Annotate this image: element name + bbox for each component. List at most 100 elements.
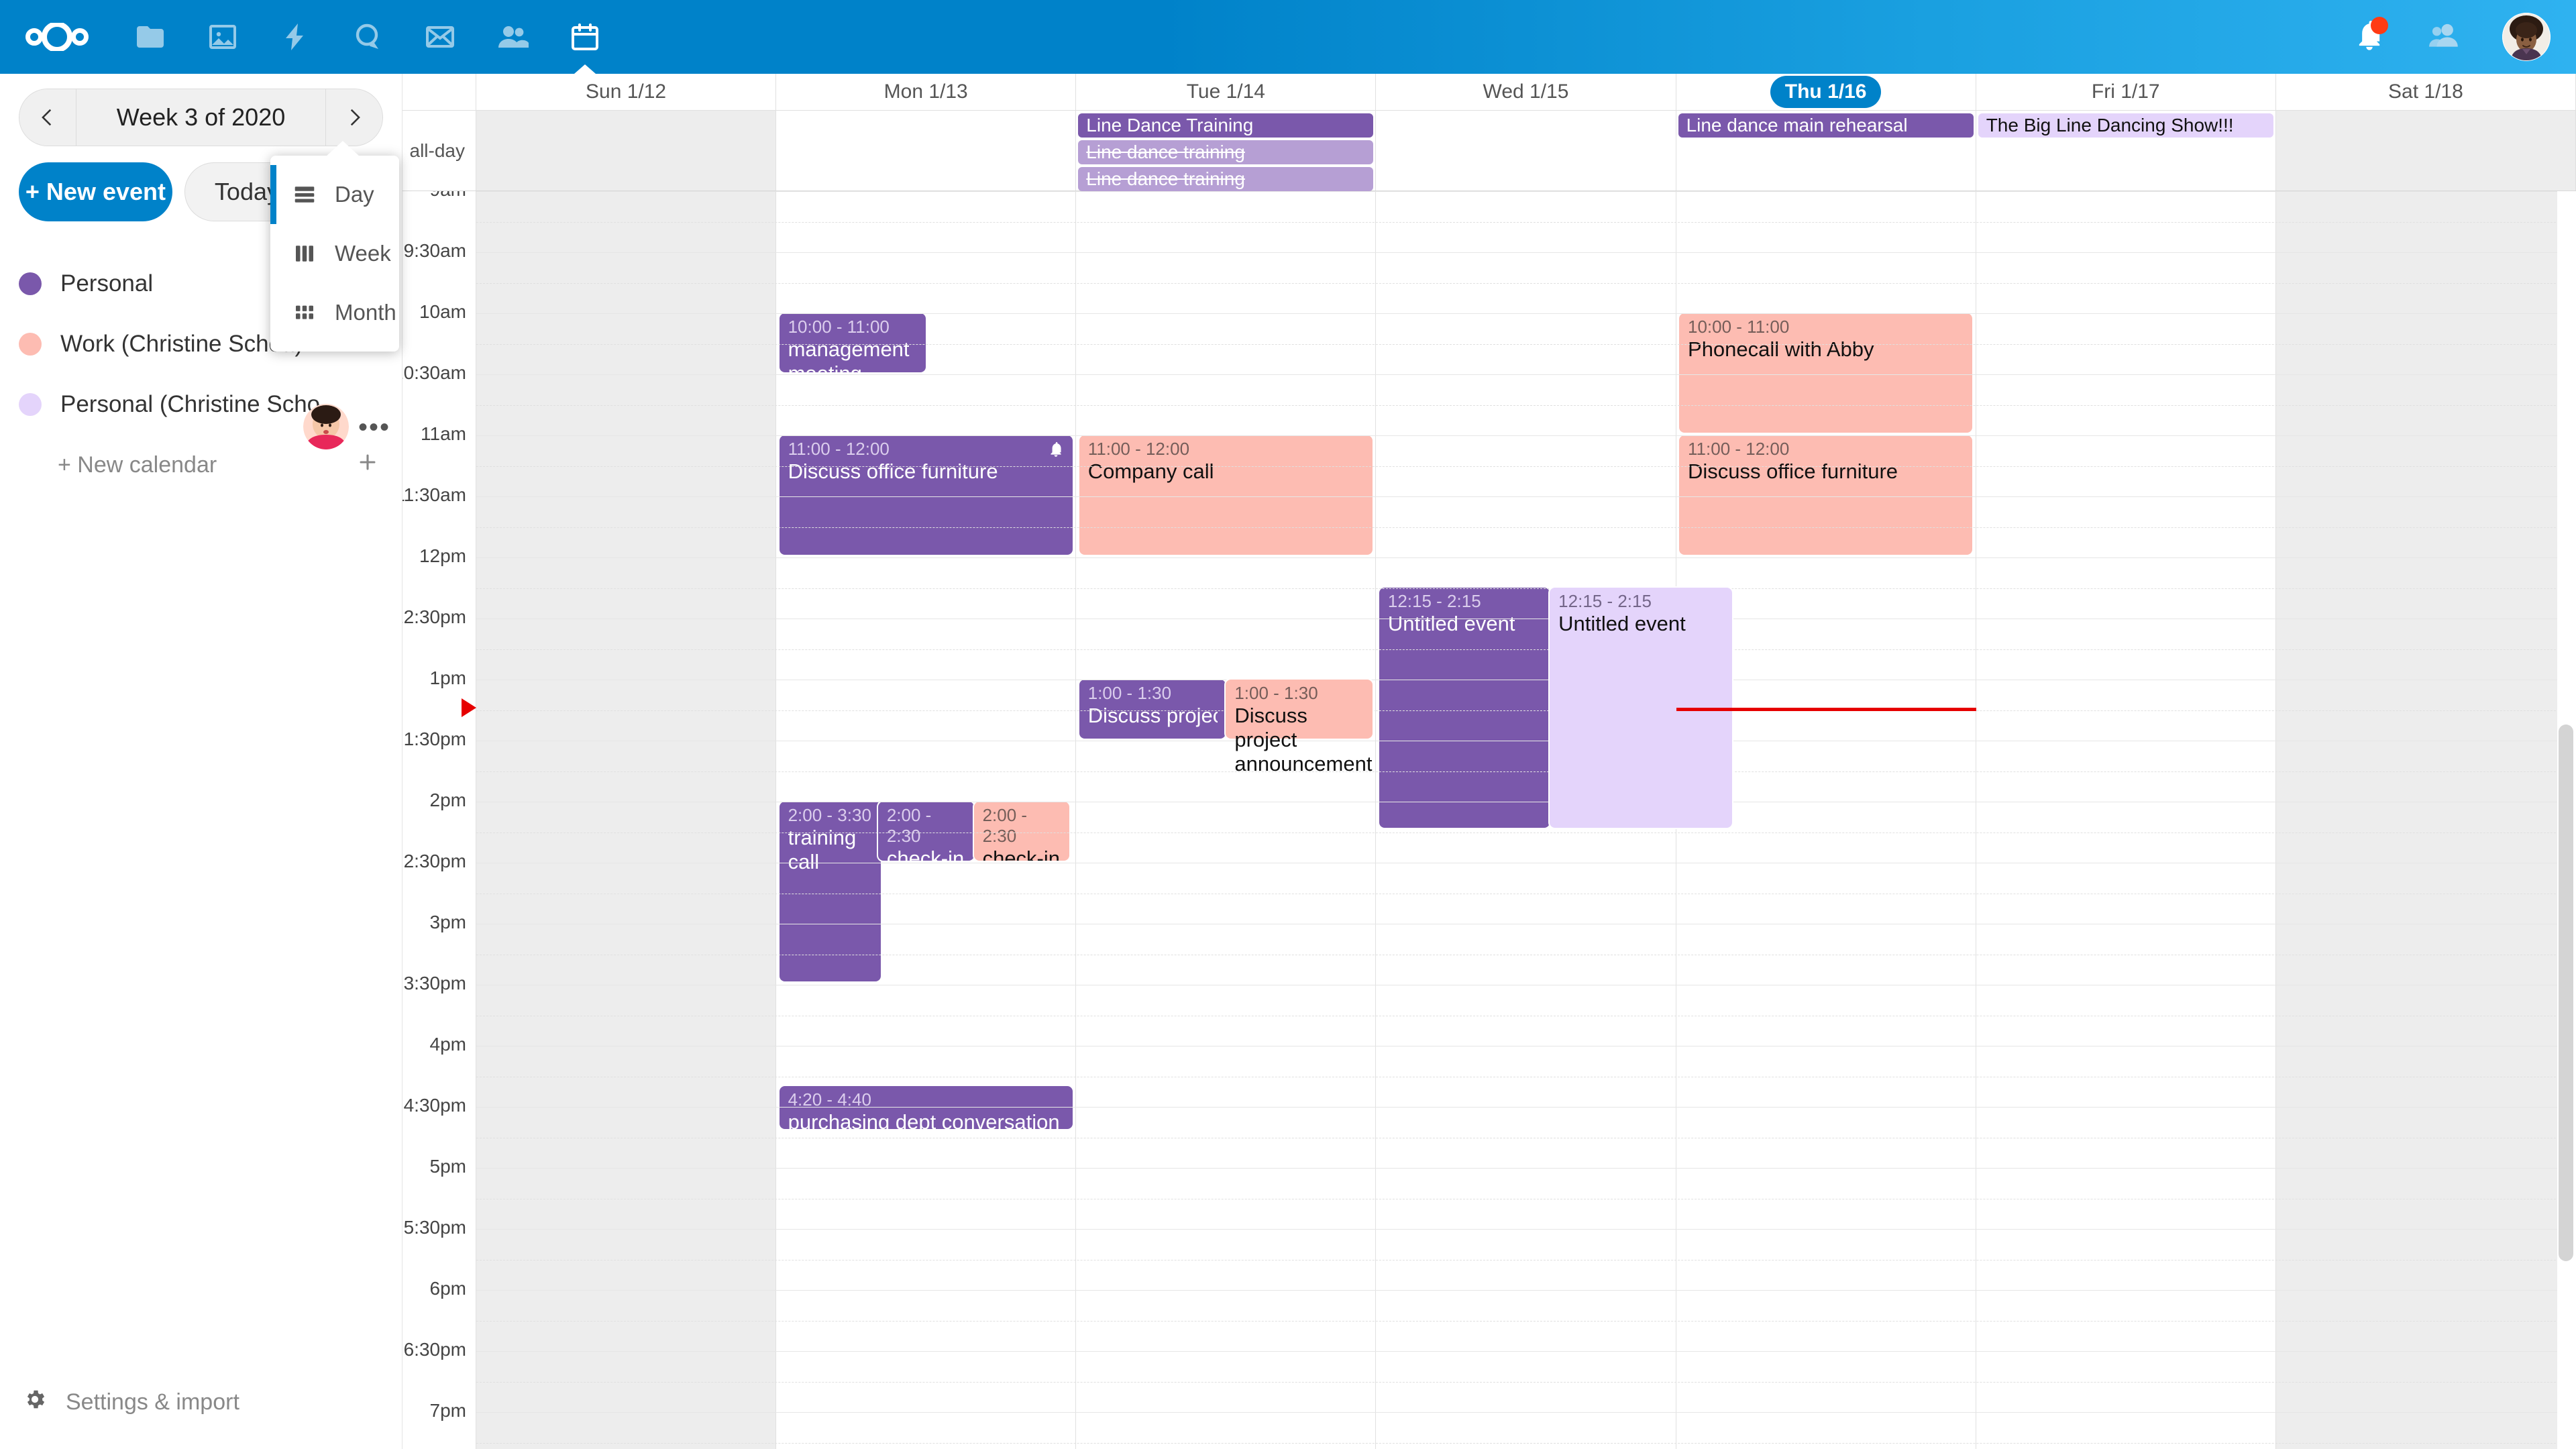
event-time: 1:00 - 1:30 xyxy=(1087,683,1172,703)
time-label: 12pm xyxy=(419,545,466,566)
day-header-mon[interactable]: Mon 1/13 xyxy=(776,74,1077,110)
calendar-name: Personal (Christine Scho... xyxy=(60,391,340,417)
all-day-cell-sat[interactable] xyxy=(2275,111,2576,191)
event-discuss-office-furniture-mon[interactable]: 11:00 - 12:00 Discuss office furniture xyxy=(779,435,1073,555)
day-column-sun[interactable] xyxy=(476,191,777,1449)
time-label: 4:30pm xyxy=(403,1095,466,1116)
day-column-wed[interactable]: 12:15 - 2:15 Untitled event 12:15 - 2:15… xyxy=(1376,191,1733,1449)
event-untitled-purple[interactable]: 12:15 - 2:15 Untitled event xyxy=(1379,588,1550,828)
day-column-fri[interactable] xyxy=(1976,191,2276,1449)
time-label: 2:30pm xyxy=(403,851,466,871)
app-icon-contacts[interactable] xyxy=(476,0,549,74)
event-check-in-purple[interactable]: 2:00 - 2:30 check-in xyxy=(877,802,974,861)
chevron-left-icon[interactable] xyxy=(19,89,76,146)
contacts-menu-button[interactable] xyxy=(2426,19,2463,56)
event-check-in-pink[interactable]: 2:00 - 2:30 check-in xyxy=(973,802,1070,861)
all-day-cell-sun[interactable] xyxy=(476,111,777,191)
event-time: 2:00 - 2:30 xyxy=(886,805,932,846)
day-column-thu[interactable]: 10:00 - 11:00 Phonecall with Abby 11:00 … xyxy=(1676,191,1976,1449)
current-time-line xyxy=(1676,708,1976,711)
event-discuss-project-announcement-purple[interactable]: 1:00 - 1:30 Discuss project announcement xyxy=(1079,680,1226,739)
event-time: 11:00 - 12:00 xyxy=(788,439,890,459)
all-day-cell-thu[interactable]: Line dance main rehearsal xyxy=(1676,111,1976,191)
event-time: 1:00 - 1:30 xyxy=(1234,683,1318,703)
event-company-call[interactable]: 11:00 - 12:00 Company call xyxy=(1079,435,1373,555)
time-label: 1:30pm xyxy=(403,729,466,749)
event-title: Discuss office furniture xyxy=(788,460,998,483)
event-title: training call xyxy=(788,826,857,873)
day-header-sat[interactable]: Sat 1/18 xyxy=(2276,74,2576,110)
notifications-button[interactable] xyxy=(2352,17,2388,56)
event-training-call[interactable]: 2:00 - 3:30 training call xyxy=(779,802,881,981)
event-discuss-project-announcement-pink[interactable]: 1:00 - 1:30 Discuss project announcement xyxy=(1226,680,1373,775)
time-label: 3:30pm xyxy=(403,973,466,994)
all-day-cell-wed[interactable] xyxy=(1376,111,1676,191)
all-day-event-title: Line dance training xyxy=(1086,168,1245,189)
app-icon-calendar[interactable] xyxy=(549,0,621,74)
all-day-cell-fri[interactable]: The Big Line Dancing Show!!! xyxy=(1976,111,2276,191)
app-icon-activity[interactable] xyxy=(259,0,331,74)
view-menu-label-week: Week xyxy=(335,241,391,266)
gear-icon xyxy=(23,1387,47,1417)
event-phonecall-with-abby[interactable]: 10:00 - 11:00 Phonecall with Abby xyxy=(1679,313,1973,433)
all-day-cell-mon[interactable] xyxy=(776,111,1077,191)
view-menu-item-week[interactable]: Week xyxy=(270,224,399,283)
day-column-sat[interactable] xyxy=(2275,191,2576,1449)
calendar-item-work[interactable]: Work (Christine Schott) xyxy=(0,314,402,374)
event-discuss-office-furniture-thu[interactable]: 11:00 - 12:00 Discuss office furniture xyxy=(1679,435,1973,555)
new-event-button[interactable]: + New event xyxy=(19,162,172,221)
all-day-event-cancelled[interactable]: Line dance training xyxy=(1078,140,1374,164)
plus-icon xyxy=(356,451,379,480)
event-title: Untitled event xyxy=(1558,612,1686,635)
all-day-label: all-day xyxy=(402,111,476,191)
event-purchasing-dept-conversation[interactable]: 4:20 - 4:40 purchasing dept conversation xyxy=(779,1086,1073,1129)
calendar-actions-menu-icon[interactable]: ••• xyxy=(358,413,391,442)
all-day-event[interactable]: The Big Line Dancing Show!!! xyxy=(1978,113,2273,138)
view-menu-item-day[interactable]: Day xyxy=(270,165,399,224)
day-header-sun[interactable]: Sun 1/12 xyxy=(476,74,777,110)
day-column-tue[interactable]: 11:00 - 12:00 Company call 1:00 - 1:30 D… xyxy=(1076,191,1377,1449)
app-icon-mail[interactable] xyxy=(404,0,476,74)
week-label[interactable]: Week 3 of 2020 xyxy=(76,89,326,146)
all-day-event[interactable]: Line dance main rehearsal xyxy=(1678,113,1974,138)
all-day-cell-tue[interactable]: Line Dance Training Line dance training … xyxy=(1076,111,1377,191)
app-icon-photos[interactable] xyxy=(186,0,259,74)
calendar-item-personal[interactable]: Personal xyxy=(0,254,402,314)
all-day-event-title: Line dance main rehearsal xyxy=(1686,115,1908,136)
alarm-bell-icon xyxy=(1047,441,1065,462)
time-label: 4pm xyxy=(429,1034,466,1055)
month-view-icon xyxy=(293,304,316,321)
chevron-right-icon[interactable] xyxy=(326,89,382,146)
scrollbar-thumb[interactable] xyxy=(2559,724,2573,1261)
nextcloud-logo[interactable] xyxy=(0,23,114,51)
event-time: 12:15 - 2:15 xyxy=(1558,591,1652,611)
calendar-item-personal-shared[interactable]: Personal (Christine Scho... xyxy=(0,374,402,435)
user-avatar[interactable] xyxy=(2502,13,2551,61)
day-header-tue[interactable]: Tue 1/14 xyxy=(1076,74,1377,110)
settings-and-import-button[interactable]: Settings & import xyxy=(0,1374,402,1430)
all-day-event[interactable]: Line Dance Training xyxy=(1078,113,1374,138)
view-menu-item-month[interactable]: Month xyxy=(270,283,399,342)
vertical-scrollbar[interactable] xyxy=(2557,191,2576,1449)
new-calendar-button[interactable]: + New calendar xyxy=(0,435,402,495)
new-calendar-label: + New calendar xyxy=(58,451,217,478)
day-header-label: Fri 1/17 xyxy=(2091,80,2160,103)
time-label: 10am xyxy=(419,301,466,322)
all-day-event-title: Line dance training xyxy=(1086,142,1245,162)
calendar-color-dot xyxy=(19,333,42,356)
day-header-fri[interactable]: Fri 1/17 xyxy=(1976,74,2276,110)
day-header-label: Wed 1/15 xyxy=(1483,80,1569,103)
app-icon-files[interactable] xyxy=(114,0,186,74)
event-management-meeting[interactable]: 10:00 - 11:00 management meeting xyxy=(779,313,926,372)
view-menu-label-day: Day xyxy=(335,182,374,207)
event-title: management meeting xyxy=(788,337,910,372)
all-day-event-cancelled[interactable]: Line dance training xyxy=(1078,167,1374,191)
day-header-wed[interactable]: Wed 1/15 xyxy=(1376,74,1676,110)
time-label: 5pm xyxy=(429,1156,466,1177)
view-dropdown-menu: Day Week Mo xyxy=(270,141,399,352)
day-column-mon[interactable]: 10:00 - 11:00 management meeting 11:00 -… xyxy=(776,191,1077,1449)
day-header-thu[interactable]: Thu 1/16 xyxy=(1676,74,1976,110)
time-grid-scroll-area[interactable]: 9am 9:30am 10am 10:30am 11am 11:30am 12p… xyxy=(402,191,2576,1449)
app-icon-talk[interactable] xyxy=(331,0,404,74)
event-time: 4:20 - 4:40 xyxy=(788,1089,871,1110)
